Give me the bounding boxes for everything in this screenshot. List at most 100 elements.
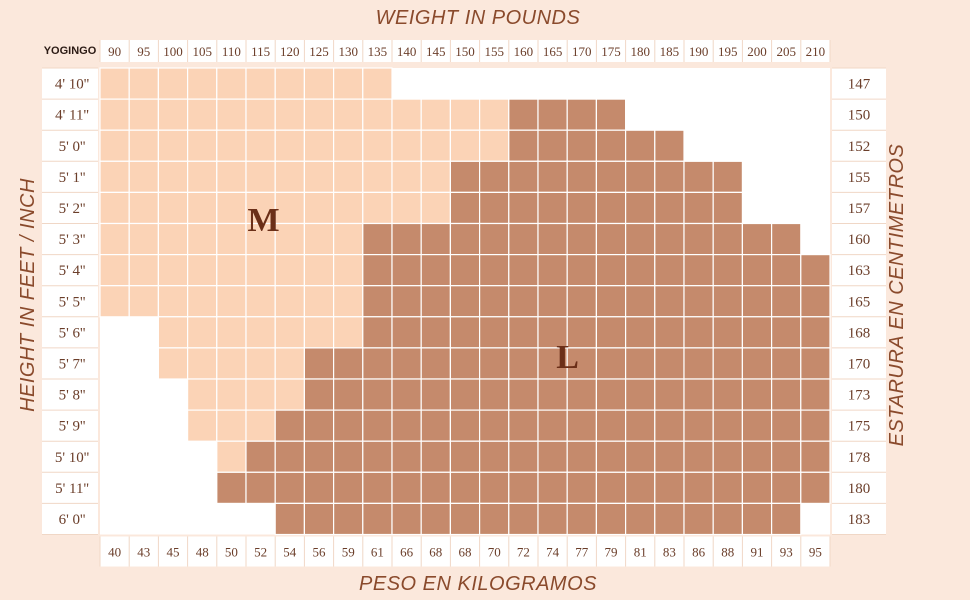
weight-kg-tick: 50 (225, 545, 238, 560)
size-cell-l (479, 191, 510, 225)
size-cell-m (245, 160, 276, 194)
size-cell-m (187, 160, 218, 194)
size-cell-l (479, 285, 510, 318)
size-cell-m (274, 378, 306, 411)
size-label-m: M (247, 202, 279, 239)
weight-lb-tick: 205 (776, 44, 796, 59)
size-cell-m (391, 98, 422, 131)
size-cell-m (187, 191, 218, 225)
y-axis-label-right: ESTARURA EN CENTIMETROS (886, 144, 908, 447)
size-cell-l (391, 409, 422, 442)
size-cell-l (508, 191, 539, 225)
size-cell-m (187, 316, 218, 349)
size-cell-l (654, 316, 685, 349)
size-cell-l (508, 440, 539, 473)
size-cell-l (741, 378, 773, 411)
size-cell-m (128, 98, 159, 131)
size-cell-l (566, 222, 598, 256)
size-cell-m (420, 129, 452, 162)
size-cell-l (420, 347, 452, 380)
size-cell-l (537, 98, 568, 131)
size-cell-l (712, 347, 744, 380)
size-cell-l (741, 409, 773, 442)
size-cell-m (245, 98, 276, 131)
height-cm-tick: 178 (848, 450, 871, 466)
size-cell-l (770, 409, 802, 442)
size-cell-l (683, 254, 714, 287)
weight-lb-tick: 95 (137, 44, 150, 59)
size-cell-l (362, 222, 393, 256)
size-cell-l (712, 160, 744, 194)
size-cell-l (479, 409, 510, 442)
size-cell-l (537, 440, 568, 473)
size-cell-m (128, 222, 159, 256)
size-cell-l (274, 502, 306, 536)
size-cell-l (391, 254, 422, 287)
height-ft-tick: 5' 7'' (59, 356, 86, 372)
size-cell-l (245, 471, 276, 504)
size-cell-l (654, 129, 685, 162)
size-cell-l (683, 160, 714, 194)
size-cell-l (537, 285, 568, 318)
size-cell-l (712, 409, 744, 442)
weight-kg-tick: 95 (809, 545, 822, 560)
weight-kg-tick: 54 (283, 545, 297, 560)
height-ft-tick: 5' 3'' (59, 232, 86, 248)
height-ft-tick: 5' 0'' (59, 139, 86, 155)
size-cell-l (508, 285, 539, 318)
height-ft-tick: 6' 0'' (59, 512, 86, 528)
size-cell-m (391, 160, 422, 194)
size-cell-l (449, 440, 481, 473)
size-cell-l (741, 254, 773, 287)
size-cell-l (654, 440, 685, 473)
height-cm-tick: 165 (848, 294, 871, 310)
size-cell-m (216, 285, 247, 318)
size-cell-l (508, 378, 539, 411)
size-cell-l (800, 285, 831, 318)
size-cell-m (128, 254, 159, 287)
size-cell-l (449, 471, 481, 504)
size-cell-l (566, 129, 598, 162)
size-cell-m (245, 191, 276, 225)
height-ft-tick: 5' 1'' (59, 170, 86, 186)
size-cell-l (508, 471, 539, 504)
size-cell-l (595, 347, 627, 380)
size-cell-l (479, 378, 510, 411)
size-cell-m (128, 129, 159, 162)
size-cell-m (245, 316, 276, 349)
height-cm-tick: 147 (848, 77, 871, 93)
weight-kg-tick: 70 (488, 545, 501, 560)
size-cell-l (624, 409, 656, 442)
size-cell-l (508, 222, 539, 256)
size-cell-m (99, 191, 130, 225)
size-cell-l (566, 191, 598, 225)
size-cell-l (391, 502, 422, 536)
size-cell-l (566, 378, 598, 411)
size-cell-l (595, 160, 627, 194)
size-cell-m (479, 129, 510, 162)
weight-kg-tick: 79 (605, 545, 618, 560)
size-cell-l (624, 316, 656, 349)
weight-lb-tick: 125 (309, 44, 329, 59)
size-cell-m (187, 67, 218, 100)
size-cell-l (624, 222, 656, 256)
size-cell-l (741, 316, 773, 349)
size-cell-l (449, 222, 481, 256)
size-cell-m (245, 347, 276, 380)
size-cell-m (99, 254, 130, 287)
size-cell-l (537, 191, 568, 225)
y-axis-label-left: HEIGHT IN FEET / INCH (17, 178, 39, 412)
weight-lb-tick: 100 (163, 44, 183, 59)
size-cell-m (187, 129, 218, 162)
weight-lb-tick: 185 (660, 44, 680, 59)
weight-kg-tick: 77 (575, 545, 589, 560)
weight-lb-tick: 150 (455, 44, 475, 59)
size-cell-l (420, 222, 452, 256)
size-cell-l (420, 440, 452, 473)
size-cell-m (128, 160, 159, 194)
size-cell-m (333, 254, 364, 287)
size-cell-l (479, 254, 510, 287)
size-cell-m (274, 129, 306, 162)
size-cell-l (420, 285, 452, 318)
size-cell-l (274, 440, 306, 473)
